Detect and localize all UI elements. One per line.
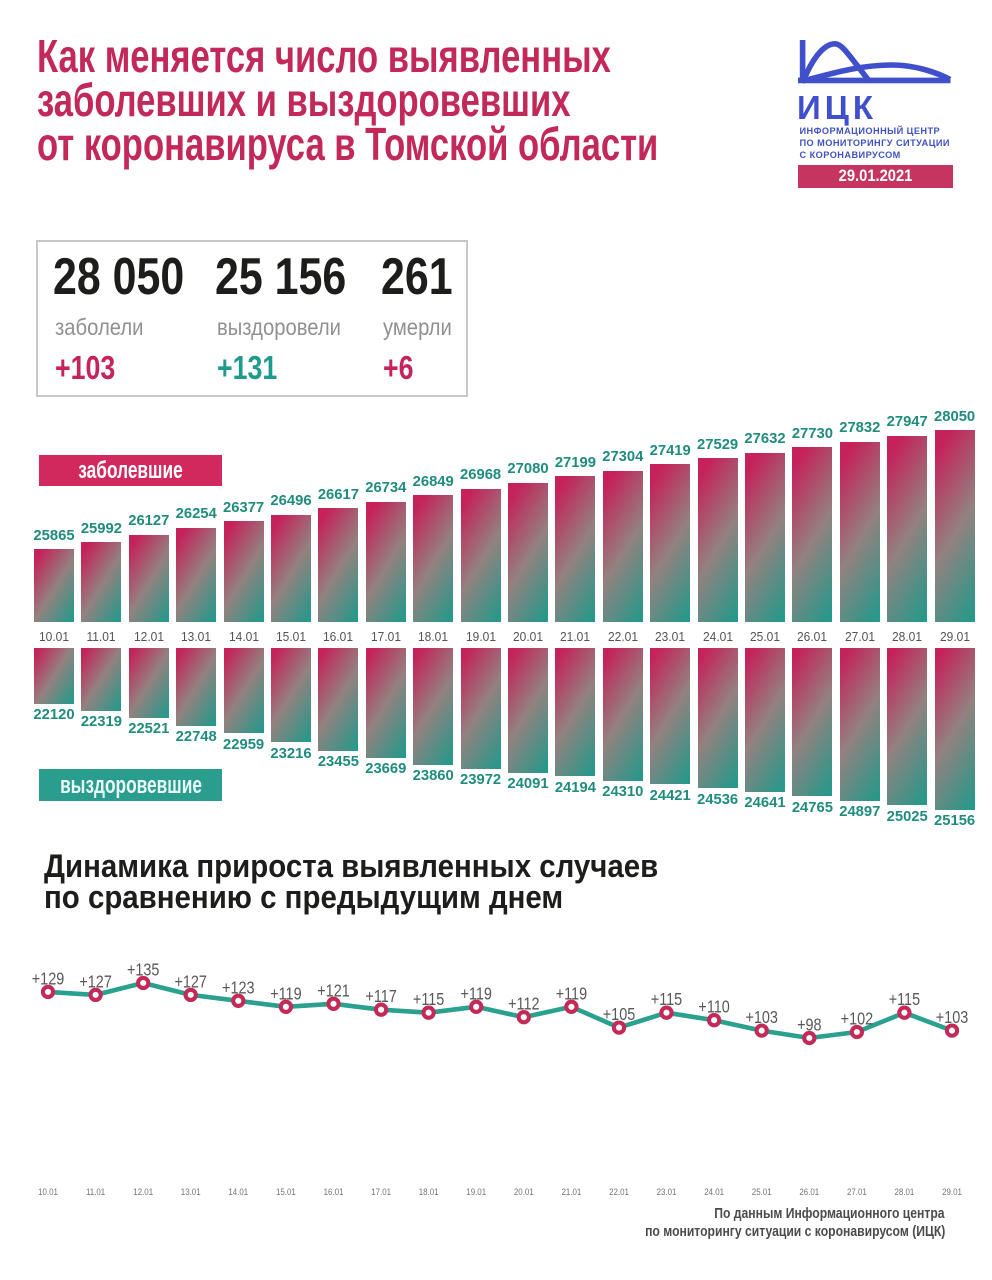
svg-text:19.01: 19.01	[466, 1187, 486, 1198]
svg-text:+127: +127	[79, 972, 112, 992]
svg-text:21.01: 21.01	[562, 1187, 582, 1198]
svg-text:28.01: 28.01	[895, 1187, 915, 1198]
svg-text:25.01: 25.01	[752, 1187, 772, 1198]
svg-text:24.01: 24.01	[704, 1187, 724, 1198]
svg-text:+119: +119	[460, 984, 491, 1004]
svg-text:26.01: 26.01	[799, 1187, 819, 1198]
svg-text:15.01: 15.01	[276, 1187, 296, 1198]
svg-text:+112: +112	[508, 994, 539, 1014]
svg-text:+115: +115	[889, 990, 920, 1010]
svg-text:+98: +98	[797, 1015, 822, 1035]
svg-text:10.01: 10.01	[38, 1187, 58, 1198]
svg-text:+121: +121	[317, 981, 350, 1001]
svg-text:22.01: 22.01	[609, 1187, 629, 1198]
svg-text:+119: +119	[556, 984, 587, 1004]
svg-text:17.01: 17.01	[371, 1187, 391, 1198]
svg-text:20.01: 20.01	[514, 1187, 534, 1198]
svg-text:11.01: 11.01	[86, 1187, 106, 1198]
svg-text:+102: +102	[841, 1009, 874, 1029]
svg-text:+115: +115	[651, 990, 682, 1010]
svg-text:+110: +110	[698, 997, 729, 1017]
svg-text:29.01: 29.01	[942, 1187, 962, 1198]
svg-text:23.01: 23.01	[657, 1187, 677, 1198]
svg-text:+119: +119	[270, 984, 301, 1004]
svg-text:+115: +115	[413, 990, 444, 1010]
svg-text:+103: +103	[745, 1008, 778, 1028]
svg-text:13.01: 13.01	[181, 1187, 201, 1198]
svg-text:+127: +127	[174, 972, 207, 992]
svg-text:+135: +135	[127, 960, 160, 980]
svg-text:+129: +129	[32, 969, 65, 989]
svg-text:14.01: 14.01	[228, 1187, 248, 1198]
svg-text:+117: +117	[365, 987, 396, 1007]
svg-text:18.01: 18.01	[419, 1187, 439, 1198]
svg-text:+105: +105	[603, 1005, 636, 1025]
svg-text:27.01: 27.01	[847, 1187, 867, 1198]
svg-text:16.01: 16.01	[324, 1187, 344, 1198]
svg-text:+103: +103	[936, 1008, 969, 1028]
svg-text:12.01: 12.01	[133, 1187, 153, 1198]
svg-text:+123: +123	[222, 978, 255, 998]
